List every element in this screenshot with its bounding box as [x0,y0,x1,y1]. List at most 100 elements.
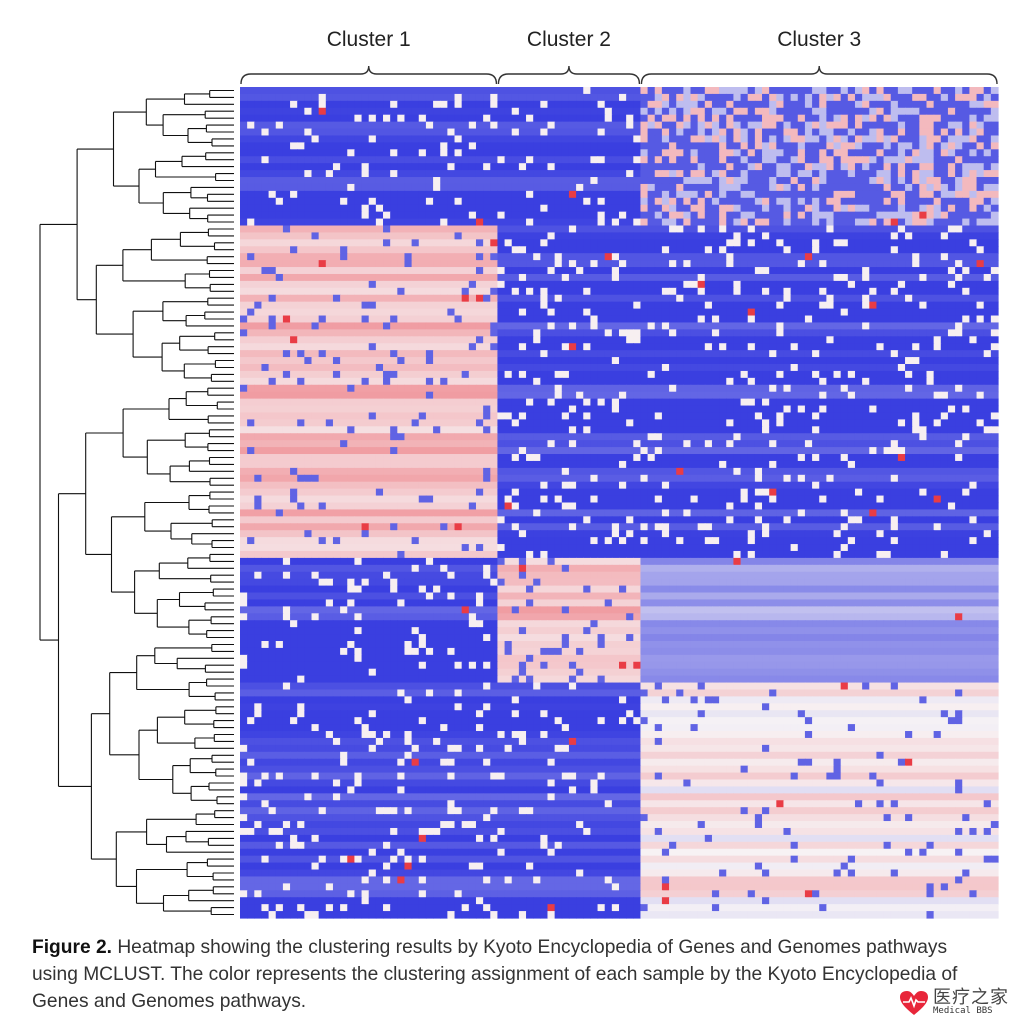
heatmap-cell [404,121,413,130]
heatmap-cell [683,253,692,261]
heatmap-cell [440,135,448,143]
heatmap-cell [518,135,527,143]
heatmap-cell [719,170,727,178]
heatmap-cell [862,267,870,275]
heatmap-cell [475,322,484,330]
heatmap-cell [533,260,541,268]
heatmap-cell [990,211,999,220]
heatmap-cell [332,336,341,344]
heatmap-cell [740,163,749,171]
heatmap-cell [504,308,513,317]
heatmap-cell [282,177,291,185]
heatmap-cell [425,177,434,185]
heatmap-cell [440,100,448,109]
heatmap-cell [862,357,870,365]
heatmap-cell [304,163,313,171]
heatmap-cell [704,100,713,109]
heatmap-cell [690,301,699,310]
heatmap-cell [554,273,563,282]
heatmap-cell [332,93,341,102]
heatmap-cell [804,93,813,102]
heatmap-cell [776,315,785,324]
heatmap-cell [654,114,663,123]
heatmap-cell [475,114,484,123]
heatmap-cell [897,329,906,337]
heatmap-cell [797,301,806,310]
heatmap-cell [533,218,541,227]
heatmap-cell [240,294,248,303]
heatmap-cell [847,149,856,157]
heatmap-cell [912,329,920,337]
heatmap-cell [876,149,885,157]
heatmap-cell [654,87,663,95]
heatmap-cell [533,204,541,213]
heatmap-cell [404,100,413,109]
heatmap-cell [361,273,370,282]
heatmap-cell [647,377,656,386]
heatmap-cell [669,239,677,247]
heatmap-cell [561,322,570,330]
heatmap-cell [697,357,706,365]
heatmap-cell [890,308,899,317]
heatmap-cell [375,177,384,185]
heatmap-cell [561,315,570,324]
heatmap-cell [490,170,499,178]
heatmap-cell [783,364,792,372]
heatmap-cell [275,232,284,240]
heatmap-cell [990,343,999,351]
heatmap-cell [826,121,835,130]
heatmap-cell [254,204,263,213]
heatmap-cell [726,253,735,261]
heatmap-cell [311,308,320,317]
heatmap-cell [361,135,370,143]
heatmap-cell [826,364,835,372]
heatmap-cell [440,128,448,137]
heatmap-cell [969,128,978,137]
heatmap-cell [940,273,949,282]
heatmap-cell [325,294,334,303]
heatmap-cell [461,183,470,192]
heatmap-cell [876,294,885,303]
heatmap-cell [740,343,749,351]
heatmap-cell [826,211,835,220]
heatmap-cell [540,329,549,337]
heatmap-cell [740,301,749,310]
heatmap-cell [611,246,620,254]
heatmap-cell [611,107,620,116]
heatmap-cell [361,128,370,137]
heatmap-cell [583,183,591,192]
heatmap-cell [418,87,427,95]
heatmap-cell [947,280,956,289]
heatmap-cell [747,107,756,116]
heatmap-cell [812,364,820,372]
heatmap-cell [354,253,363,261]
heatmap-cell [475,273,484,282]
heatmap-cell [604,239,613,247]
heatmap-cell [762,149,770,157]
heatmap-cell [790,357,799,365]
heatmap-cell [726,183,735,192]
heatmap-cell [390,308,398,317]
heatmap-cell [497,294,506,303]
heatmap-cell [576,177,584,185]
heatmap-cell [425,357,434,365]
heatmap-cell [669,93,677,102]
heatmap-cell [740,135,749,143]
heatmap-cell [297,246,305,254]
heatmap-cell [447,177,456,185]
heatmap-cell [318,370,327,379]
heatmap-cell [626,135,634,143]
heatmap-cell [390,329,398,337]
heatmap-cell [425,114,434,123]
heatmap-cell [511,267,520,275]
heatmap-cell [332,239,341,247]
heatmap-cell [747,177,756,185]
heatmap-cell [704,260,713,268]
heatmap-cell [261,177,270,185]
heatmap-cell [368,370,377,379]
heatmap-cell [876,377,885,386]
heatmap-cell [282,197,291,206]
heatmap-cell [647,287,656,296]
heatmap-cell [905,93,913,102]
heatmap-cell [475,370,484,379]
